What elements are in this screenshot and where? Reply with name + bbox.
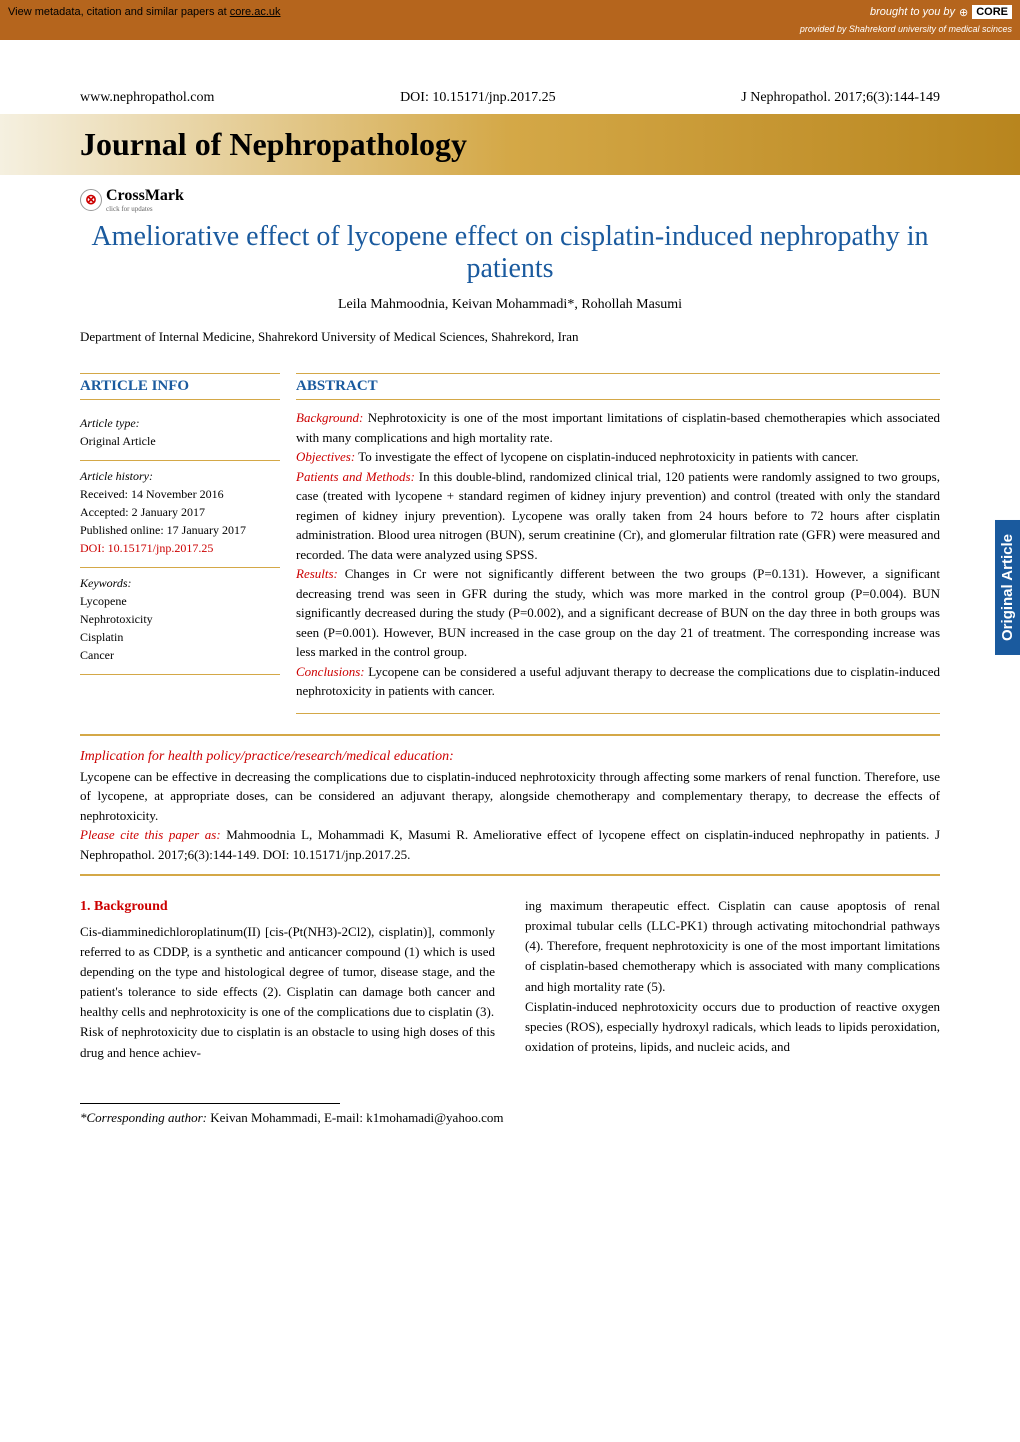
keyword-item: Lycopene bbox=[80, 594, 127, 608]
doi-text: DOI: 10.15171/jnp.2017.25 bbox=[400, 90, 556, 106]
results-label: Results: bbox=[296, 566, 338, 581]
objectives-text: To investigate the effect of lycopene on… bbox=[355, 449, 858, 464]
accepted-date: Accepted: 2 January 2017 bbox=[80, 505, 205, 519]
history-label: Article history: bbox=[80, 469, 153, 483]
core-link[interactable]: core.ac.uk bbox=[230, 6, 281, 18]
implication-title: Implication for health policy/practice/r… bbox=[80, 746, 940, 767]
implication-text: Lycopene can be effective in decreasing … bbox=[80, 767, 940, 826]
keywords-label: Keywords: bbox=[80, 576, 132, 590]
citation-text: J Nephropathol. 2017;6(3):144-149 bbox=[741, 90, 940, 106]
footer-text: Keivan Mohammadi, E-mail: k1mohamadi@yah… bbox=[207, 1110, 503, 1125]
corresponding-author: *Corresponding author: Keivan Mohammadi,… bbox=[80, 1110, 940, 1126]
keyword-item: Cancer bbox=[80, 648, 114, 662]
keywords-block: Keywords: Lycopene Nephrotoxicity Cispla… bbox=[80, 568, 280, 675]
cite-label: Please cite this paper as: bbox=[80, 827, 221, 842]
article-history-block: Article history: Received: 14 November 2… bbox=[80, 461, 280, 568]
core-badge[interactable]: CORE bbox=[972, 5, 1012, 19]
article-type-block: Article type: Original Article bbox=[80, 408, 280, 461]
metadata-prefix: View metadata, citation and similar pape… bbox=[8, 6, 230, 18]
core-icon: ⊕ bbox=[959, 6, 968, 19]
journal-banner: Journal of Nephropathology bbox=[0, 114, 1020, 175]
crossmark-label: CrossMark click for updates bbox=[106, 187, 184, 213]
brought-by: brought to you by ⊕ CORE bbox=[870, 5, 1012, 19]
type-label: Article type: bbox=[80, 416, 140, 430]
footer-divider bbox=[80, 1103, 340, 1104]
conclusions-label: Conclusions: bbox=[296, 664, 365, 679]
crossmark-subtext: click for updates bbox=[106, 205, 184, 213]
abstract-body: Background: Nephrotoxicity is one of the… bbox=[296, 408, 940, 714]
article-info-heading: ARTICLE INFO bbox=[80, 373, 280, 400]
core-top-bar: View metadata, citation and similar pape… bbox=[0, 0, 1020, 24]
keyword-item: Nephrotoxicity bbox=[80, 612, 153, 626]
background-text: Nephrotoxicity is one of the most import… bbox=[296, 410, 940, 445]
conclusions-text: Lycopene can be considered a useful adju… bbox=[296, 664, 940, 699]
abstract-panel: ABSTRACT Background: Nephrotoxicity is o… bbox=[280, 373, 940, 714]
methods-label: Patients and Methods: bbox=[296, 469, 415, 484]
results-text: Changes in Cr were not significantly dif… bbox=[296, 566, 940, 659]
objectives-label: Objectives: bbox=[296, 449, 355, 464]
footer-label: *Corresponding author: bbox=[80, 1110, 207, 1125]
background-label: Background: bbox=[296, 410, 363, 425]
published-date: Published online: 17 January 2017 bbox=[80, 523, 246, 537]
type-value: Original Article bbox=[80, 434, 156, 448]
article-title: Ameliorative effect of lycopene effect o… bbox=[0, 213, 1020, 297]
body-col1-text: Cis-diamminedichloroplatinum(II) [cis-(P… bbox=[80, 922, 495, 1063]
provided-by-bar: provided by Shahrekord university of med… bbox=[0, 24, 1020, 40]
abstract-heading: ABSTRACT bbox=[296, 373, 940, 400]
brought-by-text: brought to you by bbox=[870, 6, 955, 18]
crossmark-text: CrossMark bbox=[106, 187, 184, 205]
implication-box: Implication for health policy/practice/r… bbox=[80, 734, 940, 877]
keyword-item: Cisplatin bbox=[80, 630, 123, 644]
body-column-right: ing maximum therapeutic effect. Cisplati… bbox=[525, 896, 940, 1063]
original-article-tab: Original Article bbox=[995, 520, 1020, 655]
crossmark-icon: ⊗ bbox=[80, 189, 102, 211]
metadata-link-text: View metadata, citation and similar pape… bbox=[8, 6, 281, 18]
website-link[interactable]: www.nephropathol.com bbox=[80, 90, 214, 106]
header-links: www.nephropathol.com DOI: 10.15171/jnp.2… bbox=[0, 40, 1020, 114]
article-doi: DOI: 10.15171/jnp.2017.25 bbox=[80, 541, 213, 555]
authors-list: Leila Mahmoodnia, Keivan Mohammadi*, Roh… bbox=[0, 297, 1020, 329]
background-section-title: 1. Background bbox=[80, 896, 495, 918]
body-column-left: 1. Background Cis-diamminedichloroplatin… bbox=[80, 896, 495, 1063]
article-body: 1. Background Cis-diamminedichloroplatin… bbox=[80, 896, 940, 1063]
crossmark-widget[interactable]: ⊗ CrossMark click for updates bbox=[0, 175, 1020, 213]
article-info-panel: ARTICLE INFO Article type: Original Arti… bbox=[80, 373, 280, 714]
department: Department of Internal Medicine, Shahrek… bbox=[0, 329, 1020, 373]
received-date: Received: 14 November 2016 bbox=[80, 487, 224, 501]
body-col2-text: ing maximum therapeutic effect. Cisplati… bbox=[525, 896, 940, 1057]
